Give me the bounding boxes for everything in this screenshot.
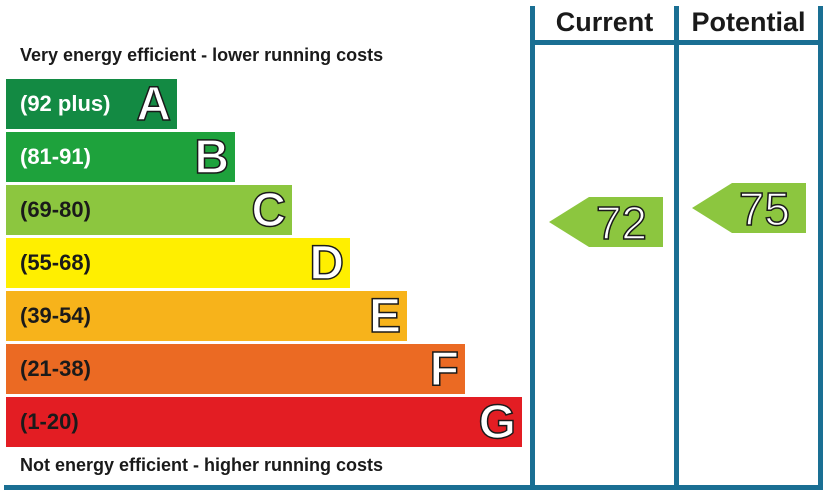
header-underline [530,40,823,45]
band-letter: E [368,290,402,344]
band-range-label: (39-54) [20,303,91,328]
band-range-label: (81-91) [20,144,91,169]
band-letter: D [309,237,345,291]
divider-line-3 [818,6,823,490]
band-range-label: (92 plus) [20,91,111,116]
current-column-header: Current [555,6,654,37]
bottom-caption: Not energy efficient - higher running co… [20,455,384,475]
band-letter: F [429,343,460,397]
band-b: (81-91) B [6,131,235,185]
band-letter: B [194,131,230,185]
band-range-label: (69-80) [20,197,91,222]
band-g: (1-20) G [6,396,522,450]
band-range-label: (55-68) [20,250,91,275]
band-c: (69-80) C [6,184,292,238]
bottom-border [4,485,823,490]
potential-column-header: Potential [691,6,806,37]
band-e: (39-54) E [6,290,407,344]
potential-rating-value: 75 [738,183,791,235]
current-rating-arrow: 72 [549,197,663,247]
divider-line-1 [530,6,535,490]
band-letter: G [478,396,517,450]
current-rating-value: 72 [595,197,648,249]
band-a: (92 plus) A [6,78,177,132]
band-f: (21-38) F [6,343,465,397]
band-range-label: (21-38) [20,356,91,381]
divider-line-2 [674,6,679,490]
band-range-label: (1-20) [20,409,79,434]
band-d: (55-68) D [6,237,350,291]
potential-rating-arrow: 75 [692,183,806,233]
top-caption: Very energy efficient - lower running co… [20,45,384,65]
band-letter: C [251,184,287,238]
band-letter: A [136,78,172,132]
